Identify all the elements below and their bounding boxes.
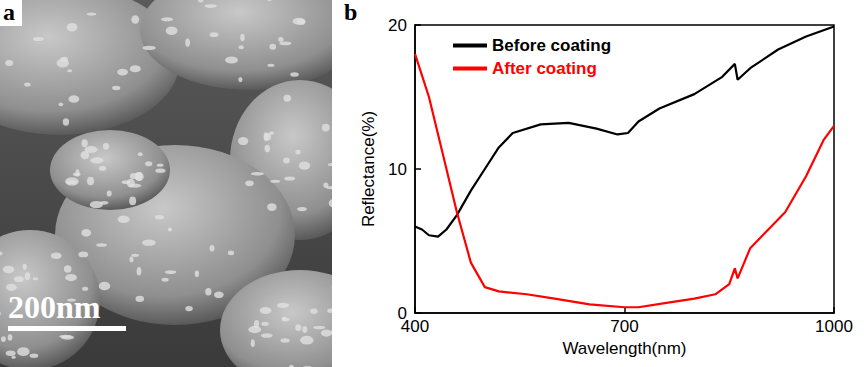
svg-text:Wavelength(nm): Wavelength(nm): [562, 339, 686, 358]
svg-text:700: 700: [610, 317, 638, 336]
svg-text:200nm: 200nm: [8, 289, 101, 325]
svg-text:0: 0: [397, 303, 407, 323]
svg-text:20: 20: [388, 16, 407, 35]
svg-text:Reflectance(%): Reflectance(%): [359, 111, 378, 227]
svg-text:b: b: [344, 0, 357, 25]
svg-text:After coating: After coating: [492, 59, 597, 78]
svg-text:a: a: [3, 0, 15, 25]
svg-text:Before coating: Before coating: [492, 36, 611, 55]
svg-text:10: 10: [388, 160, 407, 179]
svg-text:400: 400: [401, 317, 429, 336]
svg-text:1000: 1000: [815, 317, 853, 336]
